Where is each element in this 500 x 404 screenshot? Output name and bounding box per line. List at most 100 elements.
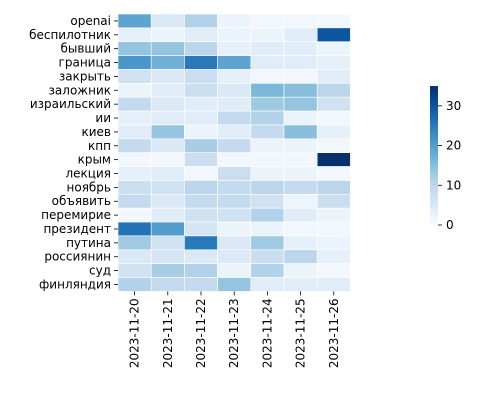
heatmap-cell <box>184 69 218 84</box>
heatmap-cell <box>217 249 252 264</box>
heatmap-cell <box>150 110 185 126</box>
heatmap-cell <box>250 41 285 56</box>
heatmap-cell <box>250 83 285 98</box>
heatmap-cell <box>117 55 152 70</box>
heatmap-cell <box>217 221 252 237</box>
heatmap-cell <box>283 235 318 251</box>
heatmap-cell <box>250 277 285 292</box>
heatmap-cell <box>283 138 318 154</box>
heatmap-cell <box>117 194 152 209</box>
heatmap-cell <box>217 277 252 292</box>
heatmap-cell <box>217 138 252 154</box>
heatmap-cell <box>217 13 252 29</box>
colorbar-tick-label: 0 <box>446 218 454 232</box>
heatmap-cell <box>150 277 185 292</box>
y-axis-tick-label: путина <box>66 236 111 250</box>
heatmap-cell <box>217 263 252 278</box>
heatmap-cell <box>150 180 185 195</box>
heatmap-cell <box>250 249 285 264</box>
heatmap-cell <box>217 110 252 126</box>
y-axis-tick-label: кпп <box>88 139 111 153</box>
heatmap-cell <box>184 110 218 126</box>
heatmap-cell <box>283 124 318 140</box>
colorbar-tick-label: 10 <box>446 178 461 192</box>
heatmap-cell <box>316 207 351 223</box>
y-axis-tick-label: беспилотник <box>29 28 111 42</box>
heatmap-cell <box>217 55 252 70</box>
heatmap-cell <box>150 41 185 56</box>
heatmap-cell <box>184 83 218 98</box>
heatmap-cell <box>184 249 218 264</box>
heatmap-cell <box>250 69 285 84</box>
y-axis-tick-label: финляндия <box>39 277 111 291</box>
heatmap-cell <box>316 96 351 112</box>
heatmap-cell <box>283 41 318 56</box>
heatmap-cell <box>217 166 252 181</box>
heatmap-cell <box>184 277 218 292</box>
heatmap-cell <box>250 96 285 112</box>
heatmap-cell <box>217 41 252 56</box>
heatmap-cell <box>150 124 185 140</box>
heatmap-cell <box>184 96 218 112</box>
heatmap-cell <box>250 27 285 43</box>
heatmap-cell <box>316 166 351 181</box>
heatmap-cell <box>217 207 252 223</box>
heatmap-cell <box>316 180 351 195</box>
heatmap-cell <box>117 13 152 29</box>
heatmap-cell <box>150 194 185 209</box>
y-axis-tick-label: президент <box>43 222 111 236</box>
x-axis-tick-label: 2023-11-20 <box>128 298 142 368</box>
y-axis-tick-labels: openaiбеспилотникбывшийграницазакрытьзал… <box>29 14 118 291</box>
y-axis-tick-label: киев <box>81 125 111 139</box>
heatmap-cell <box>150 138 185 154</box>
heatmap-cell <box>184 180 218 195</box>
heatmap-cell <box>117 166 152 181</box>
heatmap-cell <box>283 221 318 237</box>
heatmap-cell <box>283 55 318 70</box>
heatmap-cell <box>316 194 351 209</box>
heatmap-cell <box>117 277 152 292</box>
heatmap-cell <box>150 249 185 264</box>
y-axis-tick-label: закрыть <box>59 69 111 83</box>
heatmap-cell <box>217 124 252 140</box>
heatmap-cell <box>283 13 318 29</box>
x-axis-tick-labels: 2023-11-20 2023-11-21 2023-11-22 2023-11-23… <box>128 291 341 368</box>
y-axis-tick-label: граница <box>59 56 111 70</box>
heatmap-cell <box>217 235 252 251</box>
y-axis-tick-label: ии <box>95 111 111 125</box>
heatmap-cell <box>184 27 218 43</box>
heatmap-cell <box>283 69 318 84</box>
heatmap-cell <box>184 13 218 29</box>
x-axis-tick-label: 2023-11-24 <box>260 298 274 368</box>
heatmap-cell <box>184 235 218 251</box>
heatmap-cell <box>117 180 152 195</box>
heatmap-cell <box>283 27 318 43</box>
heatmap-cell <box>217 83 252 98</box>
heatmap-cell <box>184 207 218 223</box>
heatmap-cell <box>217 69 252 84</box>
heatmap-cell <box>250 55 285 70</box>
heatmap-cell <box>150 27 185 43</box>
x-axis-tick-label: 2023-11-25 <box>294 298 308 368</box>
heatmap-cell <box>117 96 152 112</box>
colorbar: 0 10 20 30 <box>430 86 461 232</box>
heatmap-cell <box>217 27 252 43</box>
heatmap-cell <box>184 221 218 237</box>
heatmap-cell <box>316 249 351 264</box>
heatmap-cell <box>316 27 351 43</box>
heatmap-cell <box>117 249 152 264</box>
heatmap-cell <box>250 207 285 223</box>
heatmap-cell <box>250 166 285 181</box>
heatmap-cell <box>250 138 285 154</box>
heatmap-cell <box>316 235 351 251</box>
heatmap-cell <box>117 207 152 223</box>
heatmap-cell <box>250 263 285 278</box>
heatmap-cell <box>283 110 318 126</box>
heatmap-cell <box>316 152 351 167</box>
heatmap-cell <box>217 152 252 167</box>
heatmap-cell <box>184 41 218 56</box>
heatmap-cell <box>184 124 218 140</box>
y-axis-tick-label: перемирие <box>41 208 111 222</box>
x-axis-tick-label: 2023-11-23 <box>227 298 241 368</box>
